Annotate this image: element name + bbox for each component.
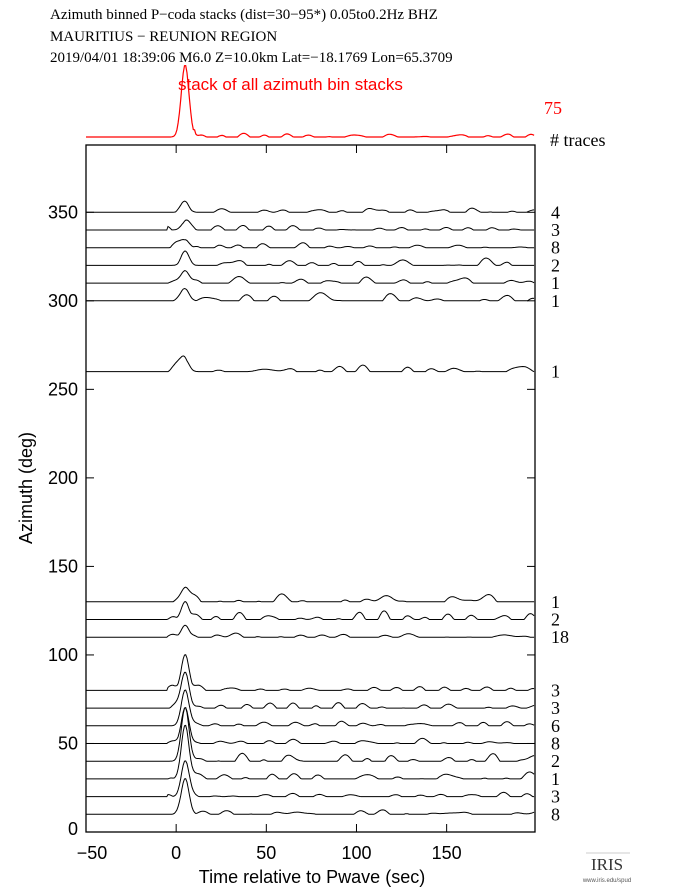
header-line-1: Azimuth binned P−coda stacks (dist=30−95… (50, 7, 438, 23)
trace-line-az-120 (86, 601, 535, 620)
trace-count-label: 2 (551, 255, 560, 275)
y-tick-label: 250 (48, 379, 78, 399)
trace-count-label: 6 (551, 716, 560, 736)
trace-count-label: 18 (551, 627, 569, 647)
y-tick-label: 350 (48, 202, 78, 222)
y-tick-label: 300 (48, 291, 78, 311)
trace-count-label: 3 (551, 787, 560, 807)
trace-count-label: 1 (551, 273, 560, 293)
trace-count-label: 1 (551, 769, 560, 789)
traces-header: # traces (550, 130, 605, 150)
trace-line-az-260 (86, 355, 535, 373)
trace-count-label: 3 (551, 680, 560, 700)
trace-count-label: 4 (551, 202, 560, 222)
trace-count-label: 8 (551, 733, 560, 753)
trace-line-az-50 (86, 707, 535, 744)
trace-count-label: 1 (551, 362, 560, 382)
stack-title: stack of all azimuth bin stacks (178, 75, 403, 94)
x-tick-label: 50 (256, 843, 276, 863)
plot-frame (85, 144, 536, 833)
y-tick-label: 200 (48, 468, 78, 488)
header-line-3: 2019/04/01 18:39:06 M6.0 Z=10.0km Lat=−1… (50, 50, 453, 66)
trace-line-az-10 (86, 778, 535, 815)
header-line-2: MAURITIUS − REUNION REGION (50, 29, 277, 45)
trace-count-label: 2 (551, 751, 560, 771)
y-tick-label: 0 (68, 819, 78, 839)
trace-count-label: 8 (551, 804, 560, 824)
trace-count-label: 3 (551, 698, 560, 718)
trace-line-az-350 (86, 200, 535, 213)
trace-line-az-310 (86, 270, 535, 284)
x-tick-label: 100 (341, 843, 371, 863)
trace-line-az-300 (86, 287, 535, 302)
trace-line-az-320 (86, 250, 535, 266)
trace-line-az-110 (86, 624, 535, 638)
trace-line-az-340 (86, 219, 535, 231)
trace-line-az-20 (86, 760, 535, 798)
stack-trace-count: 75 (544, 98, 562, 118)
trace-count-label: 2 (551, 610, 560, 630)
iris-logo: IRIS www.iris.edu/spud (582, 852, 631, 884)
trace-line-az-130 (86, 586, 535, 603)
y-tick-label: 50 (58, 733, 78, 753)
stack-trace-line (86, 64, 535, 138)
y-tick-label: 150 (48, 556, 78, 576)
y-tick-label: 100 (48, 645, 78, 665)
trace-count-label: 3 (551, 220, 560, 240)
x-tick-label: −50 (77, 843, 108, 863)
trace-count-label: 1 (551, 592, 560, 612)
trace-line-az-330 (86, 238, 535, 249)
trace-count-label: 1 (551, 291, 560, 311)
trace-line-az-70 (86, 671, 535, 709)
trace-line-az-40 (86, 706, 535, 762)
trace-line-az-80 (86, 654, 535, 691)
logo-text: IRIS (591, 855, 623, 874)
x-axis-label: Time relative to Pwave (sec) (199, 867, 425, 887)
x-tick-label: 0 (171, 843, 181, 863)
x-tick-label: 150 (432, 843, 462, 863)
logo-url: www.iris.edu/spud (582, 878, 631, 884)
y-axis-label: Azimuth (deg) (16, 432, 36, 544)
trace-count-label: 8 (551, 238, 560, 258)
trace-line-az-30 (86, 724, 535, 780)
trace-line-az-60 (86, 689, 535, 727)
